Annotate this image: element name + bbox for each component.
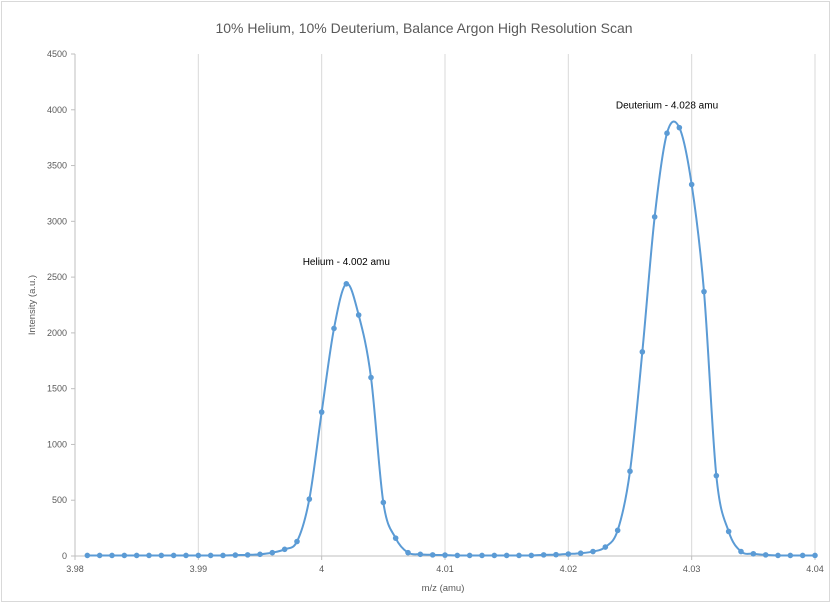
data-point	[688, 181, 695, 188]
y-tick-label: 2000	[47, 328, 67, 338]
peak-annotation: Deuterium - 4.028 amu	[616, 101, 718, 112]
data-point	[417, 551, 424, 558]
series-line	[87, 120, 815, 557]
x-tick-labels: 3.98 3.99 4 4.01 4.02 4.03 4.04	[66, 564, 824, 574]
y-tick-label: 4500	[47, 49, 67, 59]
x-tick-label: 3.98	[66, 564, 84, 574]
data-point	[96, 552, 103, 559]
data-point	[725, 528, 732, 535]
data-point	[454, 552, 461, 559]
data-point	[602, 544, 609, 550]
y-axis-label: Intensity (a.u.)	[27, 275, 38, 335]
y-tick-label: 0	[62, 551, 67, 561]
data-point	[651, 214, 658, 220]
data-point	[775, 552, 781, 559]
data-point	[121, 552, 128, 559]
data-point	[318, 409, 325, 415]
data-point	[503, 552, 510, 559]
y-tick-label: 3500	[47, 161, 67, 171]
data-point	[343, 281, 350, 287]
y-tick-label: 4000	[47, 105, 67, 115]
x-tick-label: 4.02	[560, 564, 578, 574]
data-point	[750, 550, 757, 557]
data-point	[331, 325, 337, 332]
data-point	[84, 552, 91, 559]
data-point	[442, 552, 448, 558]
data-point	[405, 549, 411, 556]
data-point	[355, 312, 362, 318]
x-tick-label: 4.03	[683, 564, 701, 574]
data-point	[812, 552, 818, 559]
data-point	[614, 527, 621, 534]
data-point	[220, 552, 226, 559]
data-point	[244, 552, 251, 558]
data-point	[466, 552, 473, 559]
data-point	[540, 552, 547, 558]
data-point	[133, 552, 140, 559]
data-point	[565, 551, 572, 557]
x-tick-label: 4.01	[436, 564, 454, 574]
data-point	[799, 552, 806, 559]
data-point	[232, 552, 239, 558]
data-point	[676, 124, 683, 131]
x-tick-label: 4	[319, 564, 324, 574]
y-tick-labels: 0 500 1000 1500 2000 2500 3000 3500 4000 4500	[47, 49, 67, 561]
data-point	[577, 550, 584, 557]
data-point	[627, 468, 633, 475]
data-point	[429, 552, 436, 558]
peak-annotation: Helium - 4.002 amu	[303, 257, 390, 268]
data-point	[195, 552, 202, 559]
data-point	[664, 130, 670, 137]
data-point	[281, 546, 288, 553]
annotations: Helium - 4.002 amu Deuterium - 4.028 amu	[303, 101, 718, 268]
data-point	[479, 552, 485, 559]
data-point	[590, 548, 596, 555]
data-point	[109, 552, 115, 559]
data-point	[516, 552, 522, 559]
x-tick-label: 3.99	[190, 564, 208, 574]
data-point	[392, 535, 399, 541]
y-tick-label: 2500	[47, 272, 67, 282]
gridlines	[197, 54, 816, 556]
y-tick-label: 500	[52, 495, 67, 505]
data-point	[528, 552, 535, 559]
data-point	[491, 552, 498, 559]
data-point	[713, 472, 720, 479]
data-point	[146, 552, 152, 559]
data-point	[553, 551, 559, 558]
y-tick-label: 3000	[47, 216, 67, 226]
data-point	[170, 552, 177, 559]
x-axis-label: m/z (amu)	[422, 583, 465, 594]
data-points	[84, 124, 818, 559]
data-point	[294, 538, 300, 545]
y-tick-label: 1000	[47, 439, 67, 449]
y-tick-label: 1500	[47, 384, 67, 394]
data-point	[787, 552, 794, 559]
data-point	[269, 549, 276, 556]
data-point	[158, 552, 165, 559]
data-point	[639, 349, 646, 355]
axes	[71, 53, 816, 560]
data-point	[306, 496, 313, 502]
data-point	[738, 548, 744, 555]
data-point	[183, 552, 189, 559]
data-point	[701, 288, 707, 295]
data-point	[380, 499, 387, 506]
x-tick-label: 4.04	[806, 564, 824, 574]
data-point	[257, 551, 263, 558]
data-point	[762, 552, 769, 558]
data-point	[207, 552, 214, 559]
data-point	[368, 374, 374, 381]
chart-title: 10% Helium, 10% Deuterium, Balance Argon…	[215, 20, 632, 36]
